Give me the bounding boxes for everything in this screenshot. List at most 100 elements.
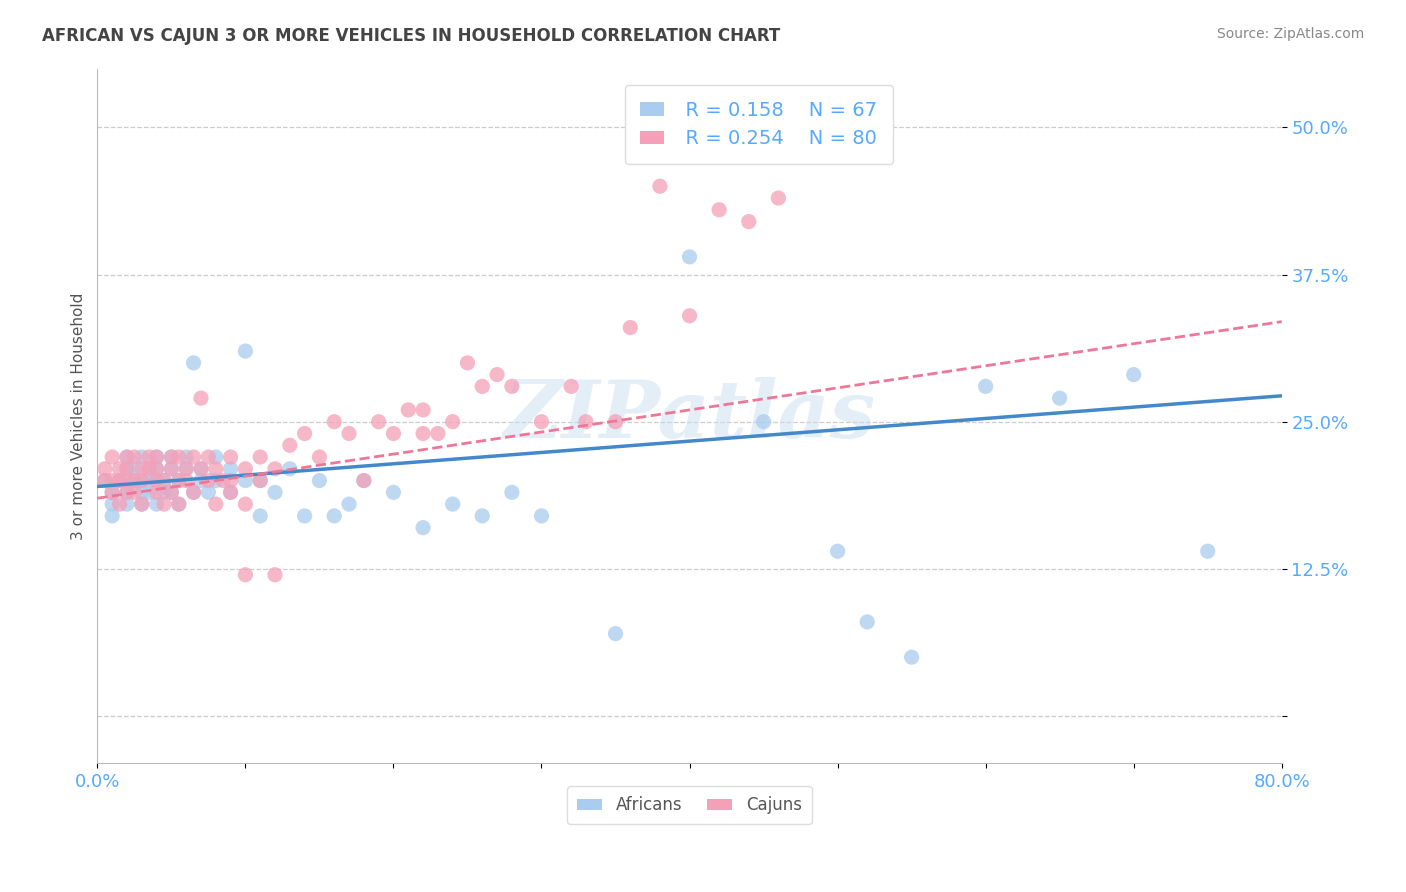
Point bbox=[575, 415, 598, 429]
Point bbox=[101, 497, 124, 511]
Point bbox=[323, 508, 346, 523]
Point bbox=[183, 356, 205, 370]
Point bbox=[308, 474, 330, 488]
Point bbox=[308, 450, 330, 464]
Point bbox=[124, 485, 146, 500]
Point bbox=[501, 379, 523, 393]
Point bbox=[412, 521, 434, 535]
Point bbox=[131, 450, 153, 464]
Point bbox=[426, 426, 449, 441]
Point bbox=[160, 485, 183, 500]
Y-axis label: 3 or more Vehicles in Household: 3 or more Vehicles in Household bbox=[72, 293, 86, 540]
Point bbox=[183, 450, 205, 464]
Point bbox=[160, 450, 183, 464]
Point bbox=[235, 344, 257, 359]
Point bbox=[115, 462, 138, 476]
Point bbox=[827, 544, 849, 558]
Point bbox=[678, 250, 700, 264]
Point bbox=[101, 485, 124, 500]
Point bbox=[752, 415, 775, 429]
Point bbox=[219, 485, 242, 500]
Point bbox=[108, 474, 131, 488]
Point bbox=[115, 462, 138, 476]
Point bbox=[138, 462, 160, 476]
Point bbox=[131, 474, 153, 488]
Point bbox=[197, 450, 219, 464]
Point bbox=[219, 450, 242, 464]
Point bbox=[264, 485, 287, 500]
Point bbox=[219, 462, 242, 476]
Point bbox=[974, 379, 997, 393]
Point bbox=[108, 474, 131, 488]
Point bbox=[174, 462, 197, 476]
Point bbox=[167, 497, 190, 511]
Point bbox=[131, 497, 153, 511]
Point bbox=[160, 462, 183, 476]
Point bbox=[94, 462, 117, 476]
Point bbox=[131, 485, 153, 500]
Point bbox=[768, 191, 790, 205]
Point bbox=[153, 474, 176, 488]
Point bbox=[471, 508, 494, 523]
Point bbox=[219, 485, 242, 500]
Point bbox=[145, 450, 167, 464]
Point bbox=[396, 403, 419, 417]
Point bbox=[190, 462, 212, 476]
Point bbox=[264, 567, 287, 582]
Point bbox=[1197, 544, 1219, 558]
Point bbox=[235, 462, 257, 476]
Text: AFRICAN VS CAJUN 3 OR MORE VEHICLES IN HOUSEHOLD CORRELATION CHART: AFRICAN VS CAJUN 3 OR MORE VEHICLES IN H… bbox=[42, 27, 780, 45]
Point bbox=[174, 450, 197, 464]
Point bbox=[115, 485, 138, 500]
Point bbox=[619, 320, 641, 334]
Point bbox=[353, 474, 375, 488]
Point bbox=[353, 474, 375, 488]
Point bbox=[212, 474, 235, 488]
Point bbox=[145, 474, 167, 488]
Text: Source: ZipAtlas.com: Source: ZipAtlas.com bbox=[1216, 27, 1364, 41]
Point bbox=[441, 497, 464, 511]
Point bbox=[145, 497, 167, 511]
Point bbox=[94, 474, 117, 488]
Point bbox=[456, 356, 478, 370]
Point bbox=[486, 368, 509, 382]
Point bbox=[605, 415, 627, 429]
Point bbox=[124, 450, 146, 464]
Point bbox=[382, 485, 405, 500]
Point bbox=[138, 474, 160, 488]
Point bbox=[174, 474, 197, 488]
Point bbox=[115, 485, 138, 500]
Point bbox=[530, 508, 553, 523]
Point bbox=[278, 438, 301, 452]
Point bbox=[190, 391, 212, 405]
Point bbox=[190, 474, 212, 488]
Point bbox=[1122, 368, 1144, 382]
Point bbox=[153, 497, 176, 511]
Point bbox=[153, 485, 176, 500]
Point bbox=[94, 474, 117, 488]
Point bbox=[678, 309, 700, 323]
Point bbox=[197, 474, 219, 488]
Point bbox=[183, 485, 205, 500]
Point bbox=[145, 462, 167, 476]
Point bbox=[115, 497, 138, 511]
Point bbox=[264, 462, 287, 476]
Point bbox=[323, 415, 346, 429]
Point bbox=[560, 379, 582, 393]
Point bbox=[204, 474, 226, 488]
Point bbox=[108, 462, 131, 476]
Point bbox=[131, 462, 153, 476]
Point bbox=[167, 497, 190, 511]
Point bbox=[138, 485, 160, 500]
Point bbox=[174, 462, 197, 476]
Point bbox=[153, 474, 176, 488]
Legend: Africans, Cajuns: Africans, Cajuns bbox=[568, 786, 811, 824]
Point bbox=[160, 462, 183, 476]
Point bbox=[337, 426, 360, 441]
Point bbox=[219, 474, 242, 488]
Point bbox=[160, 450, 183, 464]
Point bbox=[138, 462, 160, 476]
Point bbox=[707, 202, 730, 217]
Point bbox=[294, 426, 316, 441]
Point bbox=[145, 450, 167, 464]
